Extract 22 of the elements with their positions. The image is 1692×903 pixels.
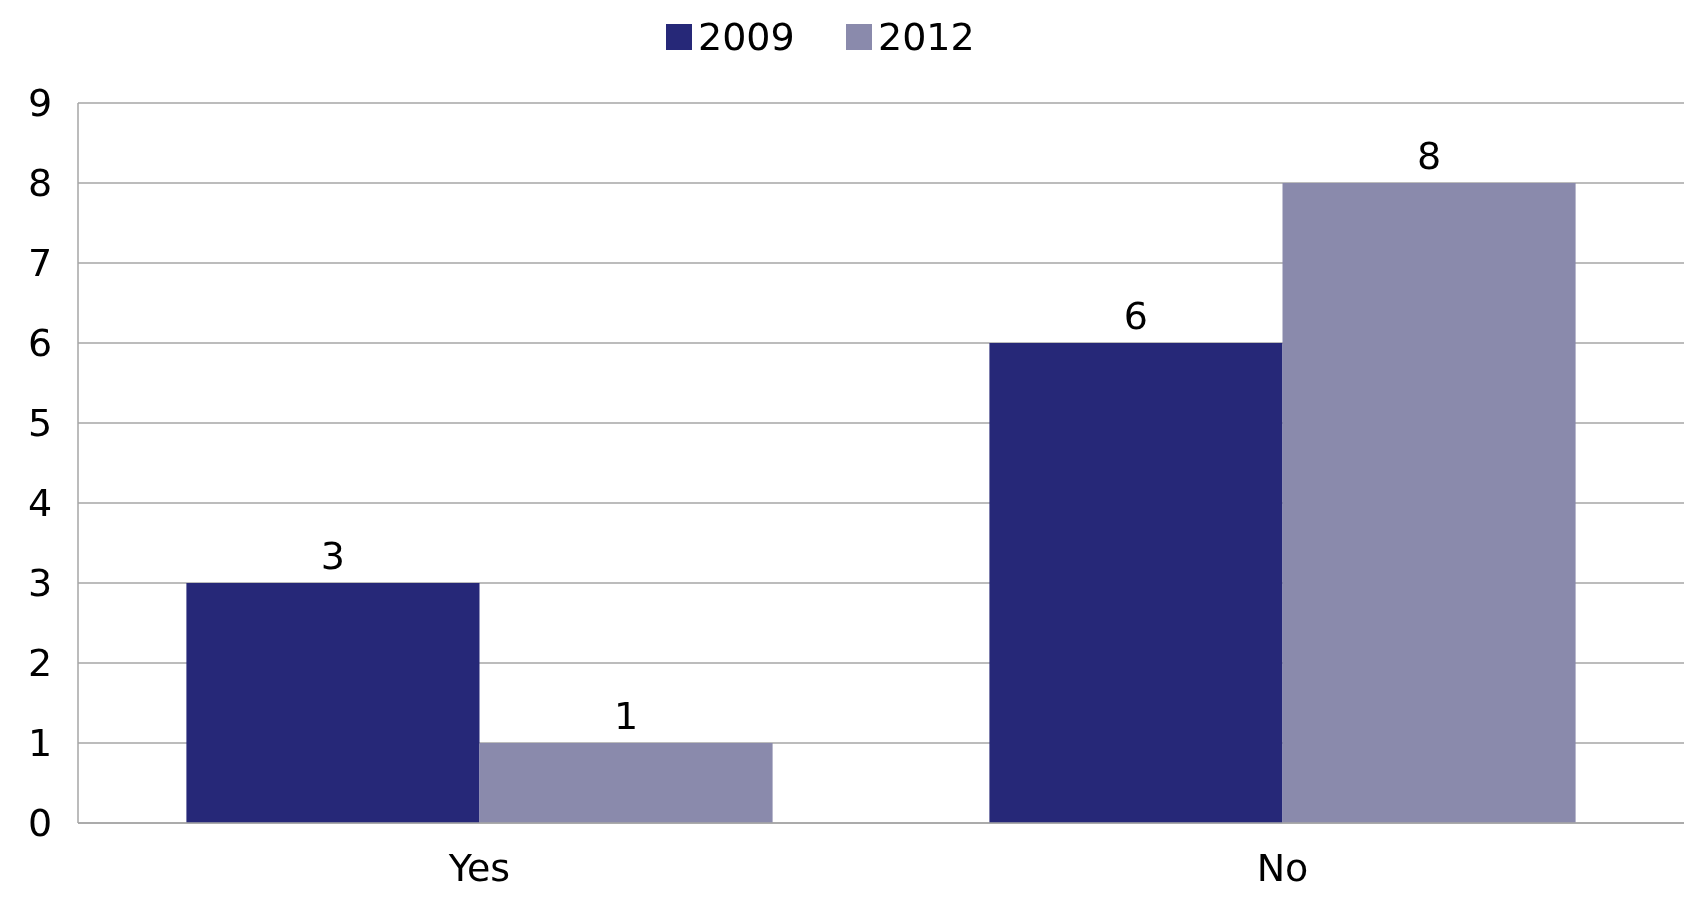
y-tick-label: 7	[27, 241, 53, 286]
legend-label: 2012	[878, 15, 975, 60]
y-tick-label: 2	[27, 641, 53, 686]
y-tick-label: 0	[27, 801, 53, 846]
bar	[989, 343, 1283, 823]
data-label: 6	[1123, 294, 1149, 338]
bar	[479, 743, 773, 823]
bar	[186, 583, 480, 823]
x-tick-label: No	[1256, 846, 1309, 890]
y-tick-label: 8	[27, 161, 53, 206]
legend-label: 2009	[698, 15, 795, 60]
bar	[1282, 183, 1576, 823]
x-tick-label: Yes	[447, 846, 511, 890]
y-tick-label: 4	[27, 481, 53, 526]
y-tick-label: 9	[27, 81, 53, 126]
y-tick-label: 5	[27, 401, 53, 446]
data-label: 3	[320, 534, 346, 578]
y-tick-label: 6	[27, 321, 53, 366]
data-label: 1	[613, 694, 639, 738]
y-tick-label: 1	[27, 721, 53, 766]
data-label: 8	[1416, 134, 1442, 178]
y-tick-label: 3	[27, 561, 53, 606]
